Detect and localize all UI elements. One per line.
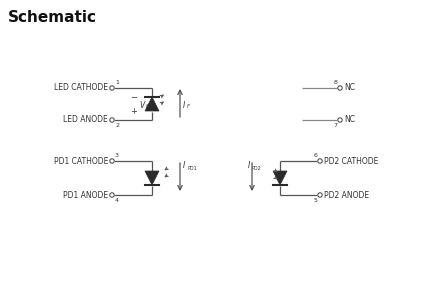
Text: 2: 2	[115, 123, 119, 128]
Circle shape	[110, 159, 114, 163]
Circle shape	[110, 118, 114, 122]
Text: V: V	[139, 102, 144, 110]
Circle shape	[338, 118, 342, 122]
Text: F: F	[146, 104, 149, 109]
Text: NC: NC	[344, 115, 355, 125]
Circle shape	[318, 193, 322, 197]
Polygon shape	[145, 171, 159, 185]
Text: 8: 8	[333, 80, 337, 85]
Text: 3: 3	[115, 153, 119, 158]
Text: 7: 7	[333, 123, 337, 128]
Text: PD1: PD1	[187, 166, 197, 171]
Text: I: I	[248, 162, 250, 170]
Text: F: F	[187, 104, 190, 109]
Text: PD1 ANODE: PD1 ANODE	[63, 190, 108, 200]
Polygon shape	[273, 171, 287, 185]
Circle shape	[318, 159, 322, 163]
Circle shape	[110, 86, 114, 90]
Text: 1: 1	[115, 80, 119, 85]
Text: PD2 ANODE: PD2 ANODE	[324, 190, 369, 200]
Circle shape	[110, 193, 114, 197]
Text: NC: NC	[344, 83, 355, 93]
Text: LED ANODE: LED ANODE	[63, 115, 108, 125]
Text: 6: 6	[313, 153, 317, 158]
Text: PD1 CATHODE: PD1 CATHODE	[54, 156, 108, 166]
Text: PD2 CATHODE: PD2 CATHODE	[324, 156, 378, 166]
Text: 4: 4	[115, 198, 119, 203]
Text: I: I	[183, 102, 185, 110]
Text: −: −	[130, 93, 138, 102]
Circle shape	[338, 86, 342, 90]
Text: LED CATHODE: LED CATHODE	[54, 83, 108, 93]
Text: 5: 5	[313, 198, 317, 203]
Text: Schematic: Schematic	[8, 10, 97, 25]
Text: +: +	[131, 108, 138, 117]
Polygon shape	[145, 97, 159, 111]
Text: PD2: PD2	[252, 166, 262, 171]
Text: I: I	[183, 162, 185, 170]
